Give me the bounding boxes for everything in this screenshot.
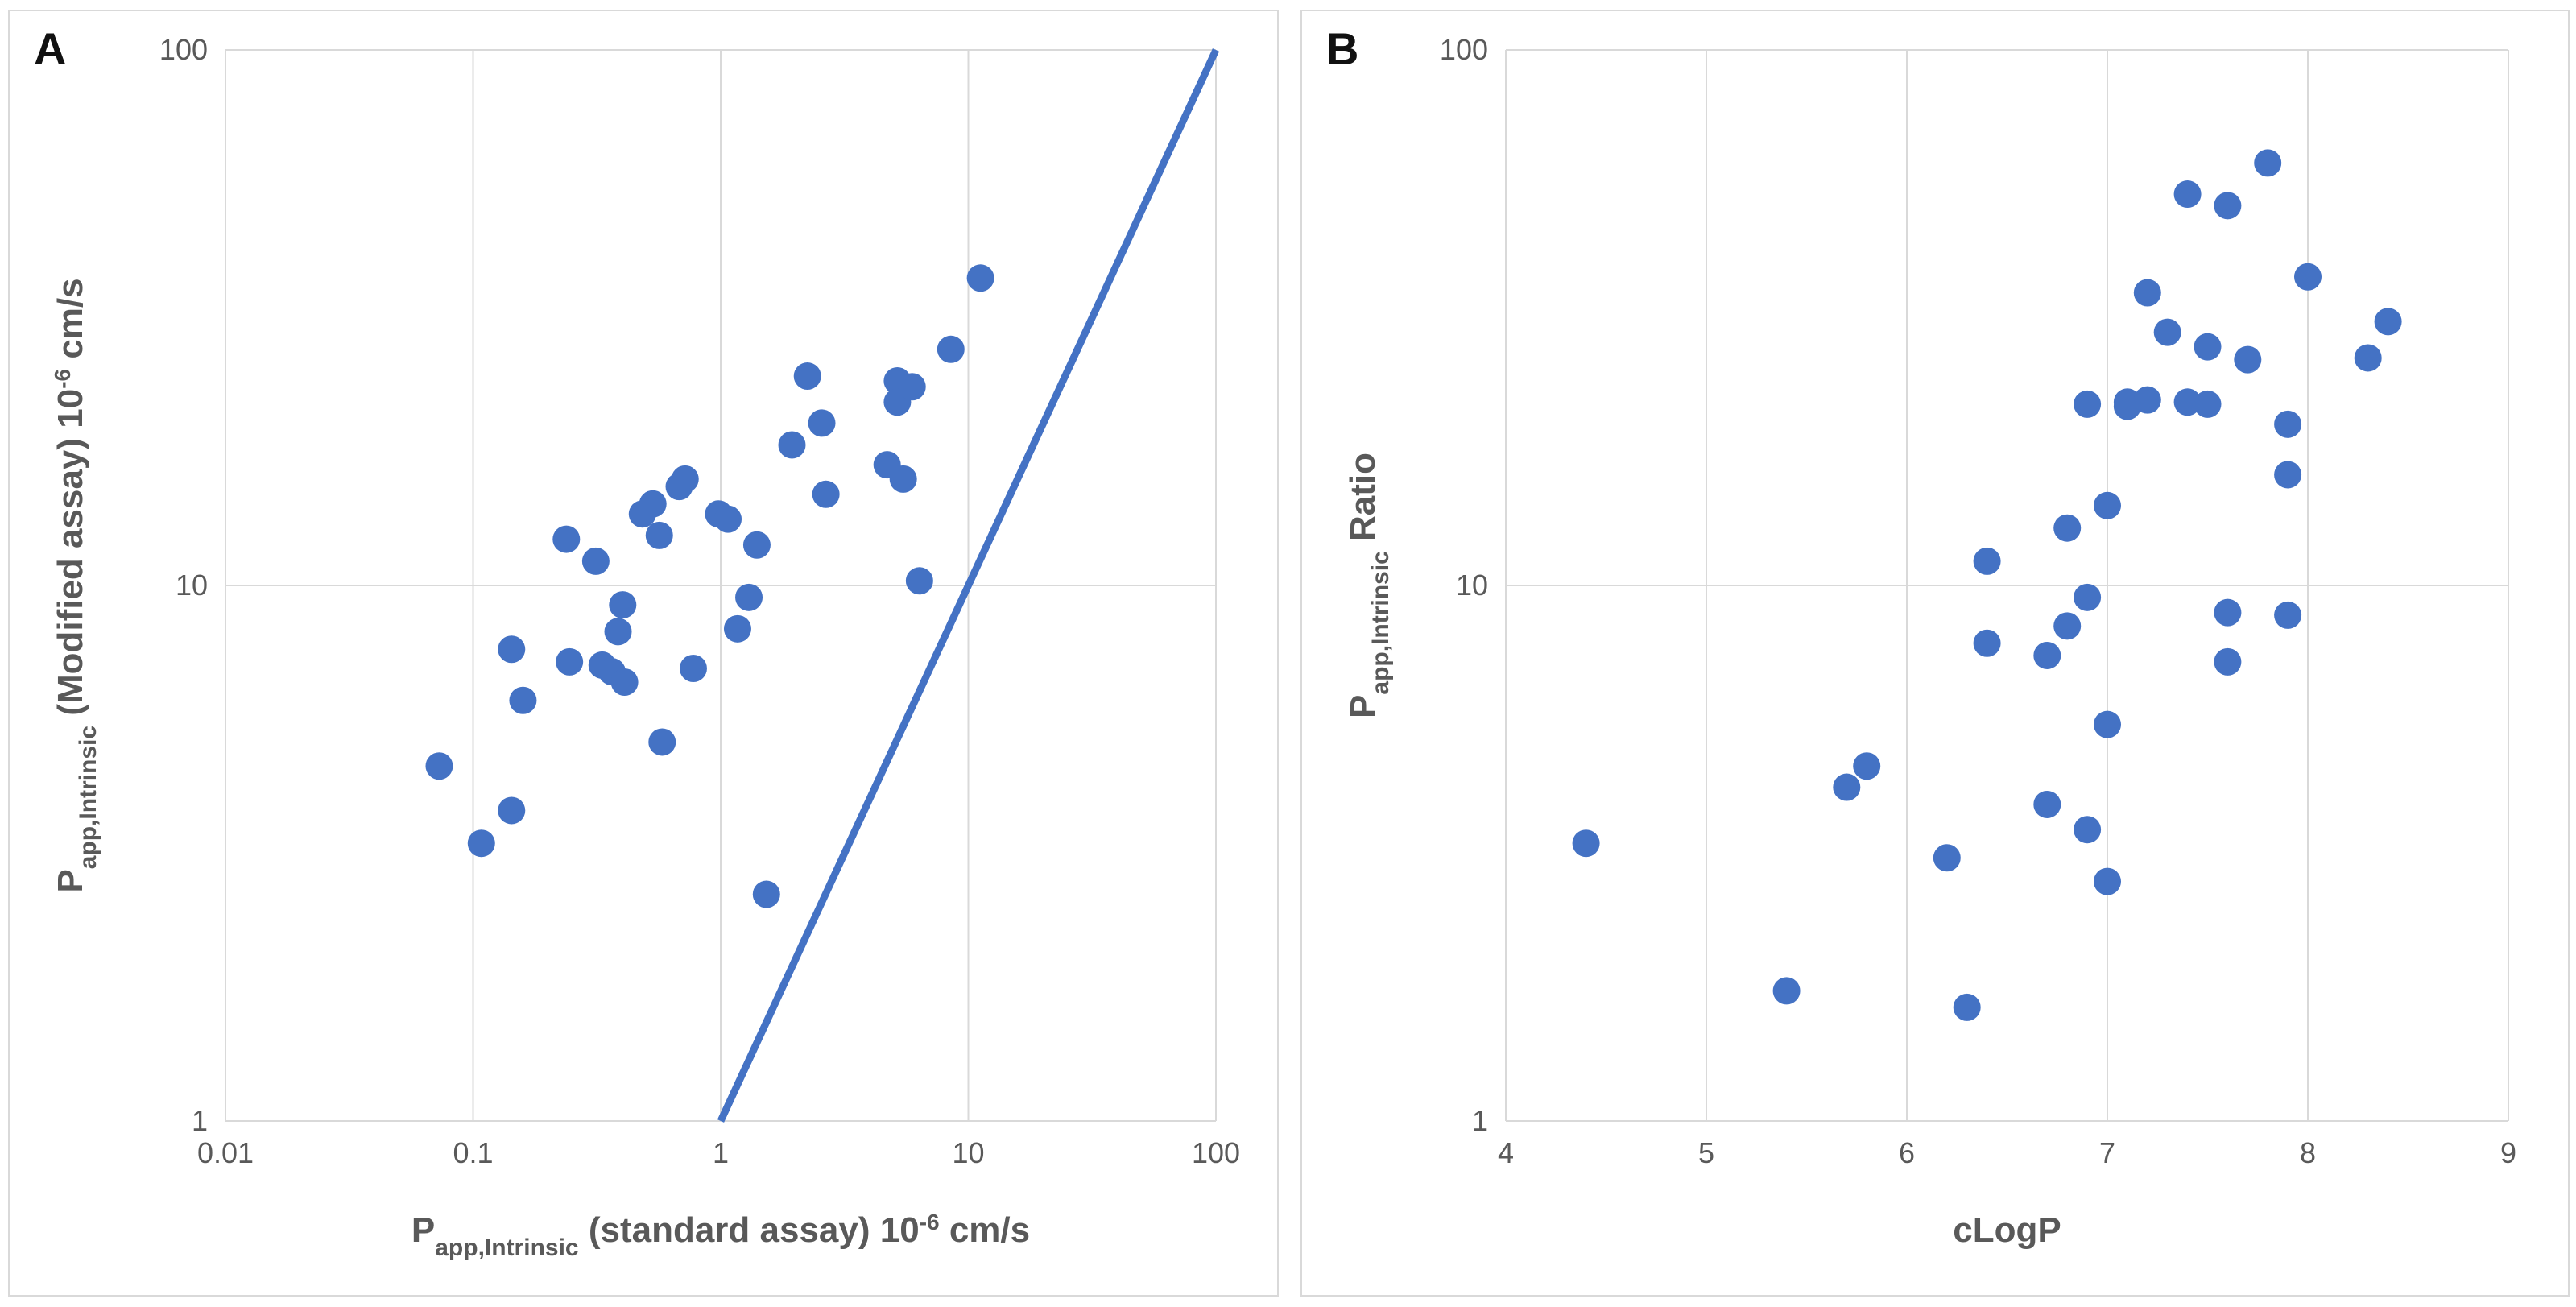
data-point: [609, 591, 637, 619]
data-point: [425, 752, 453, 780]
y-tick-label: 1: [1472, 1104, 1488, 1137]
x-tick-label: 0.01: [197, 1136, 254, 1169]
data-point: [556, 647, 584, 676]
y-tick-label: 100: [1440, 33, 1488, 66]
data-point: [1973, 629, 2001, 657]
data-point: [2133, 279, 2161, 307]
data-point: [723, 614, 751, 643]
data-point: [2053, 612, 2082, 640]
x-tick-label: 7: [2099, 1136, 2115, 1169]
data-point: [2294, 263, 2322, 291]
y-axis-title: Papp,Intrinsic Ratio: [1343, 453, 1394, 718]
data-point: [509, 686, 537, 714]
data-point: [610, 668, 639, 697]
chart-b-plot: 4 5 6 7 8 9 1 10 100 cLogP Papp,Intrinsic Ratio: [1343, 33, 2516, 1250]
data-point: [1833, 773, 1861, 801]
data-point: [2274, 461, 2302, 489]
x-tick-label: 5: [1698, 1136, 1714, 1169]
data-point: [1953, 993, 1981, 1021]
x-tick-label: 6: [1899, 1136, 1915, 1169]
data-point: [2254, 149, 2282, 177]
y-tick-label: 10: [176, 569, 208, 602]
panel-label-b: B: [1326, 23, 1359, 74]
x-tick-label: 9: [2500, 1136, 2516, 1169]
data-point: [778, 431, 806, 459]
data-point: [2094, 710, 2121, 738]
data-point: [905, 567, 933, 595]
x-tick-label: 0.1: [453, 1136, 493, 1169]
data-point: [812, 480, 840, 508]
data-point: [498, 796, 526, 825]
data-point: [639, 490, 667, 518]
data-point: [552, 525, 581, 553]
data-point: [2214, 647, 2242, 676]
data-point: [2173, 180, 2202, 209]
y-tick-label: 100: [159, 33, 208, 66]
data-point: [2053, 514, 2082, 542]
data-point: [966, 264, 994, 292]
y-tick-label: 1: [192, 1104, 208, 1137]
x-tick-label: 8: [2300, 1136, 2316, 1169]
data-point: [808, 409, 836, 437]
y-axis-title: Papp,Intrinsic (Modified assay) 10-6 cm/…: [50, 278, 101, 892]
data-point: [1772, 977, 1801, 1005]
x-axis-title: cLogP: [1953, 1210, 2061, 1250]
data-point: [648, 728, 676, 756]
data-point: [889, 465, 917, 493]
x-tick-label: 10: [952, 1136, 984, 1169]
data-point: [937, 335, 965, 363]
data-point: [1973, 547, 2001, 575]
panel-label-a: A: [34, 23, 67, 74]
data-point: [2274, 410, 2302, 438]
data-point: [2274, 601, 2302, 629]
data-point: [2374, 308, 2402, 336]
data-point: [898, 373, 926, 401]
data-point: [2033, 790, 2061, 818]
data-point: [467, 829, 495, 858]
data-point: [735, 583, 763, 611]
data-point: [2074, 816, 2102, 844]
data-point: [645, 521, 673, 549]
data-point: [714, 505, 742, 533]
data-point: [2074, 390, 2102, 418]
data-point: [2194, 390, 2222, 418]
data-point: [604, 618, 632, 646]
data-point: [2173, 388, 2202, 416]
data-point: [2214, 192, 2242, 220]
data-point: [1853, 752, 1881, 780]
data-point: [498, 635, 526, 664]
data-point: [679, 655, 707, 683]
data-point: [1933, 844, 1961, 872]
x-tick-label: 100: [1192, 1136, 1240, 1169]
data-point: [2033, 641, 2061, 669]
data-point: [2094, 491, 2121, 519]
data-point: [2354, 344, 2382, 372]
chart-panel-a: A: [8, 10, 1279, 1297]
chart-a-plot: 0.01 0.1 1 10 100 1 10 100 Papp,Intrinsic (stand…: [50, 33, 1241, 1261]
data-point: [2094, 867, 2121, 895]
x-tick-label: 1: [713, 1136, 729, 1169]
x-axis-title: Papp,Intrinsic (standard assay) 10-6 cm/…: [411, 1210, 1030, 1261]
y-tick-label: 10: [1456, 569, 1488, 602]
identity-line: [717, 48, 1220, 1123]
data-point: [1572, 829, 1600, 858]
data-point: [752, 880, 780, 908]
x-tick-label: 4: [1498, 1136, 1514, 1169]
data-point: [2234, 345, 2262, 374]
data-point: [2194, 333, 2222, 361]
data-point: [742, 531, 771, 559]
chart-panel-b: B: [1300, 10, 2570, 1297]
data-point: [2153, 318, 2181, 346]
data-point: [2214, 598, 2242, 627]
data-point: [2074, 583, 2102, 611]
data-point: [581, 547, 610, 575]
data-point: [2133, 386, 2161, 414]
data-point: [671, 465, 699, 493]
data-point: [793, 362, 821, 391]
